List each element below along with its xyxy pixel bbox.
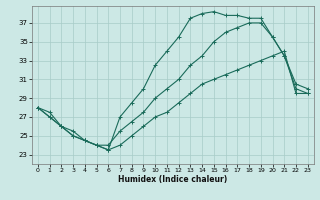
X-axis label: Humidex (Indice chaleur): Humidex (Indice chaleur) xyxy=(118,175,228,184)
